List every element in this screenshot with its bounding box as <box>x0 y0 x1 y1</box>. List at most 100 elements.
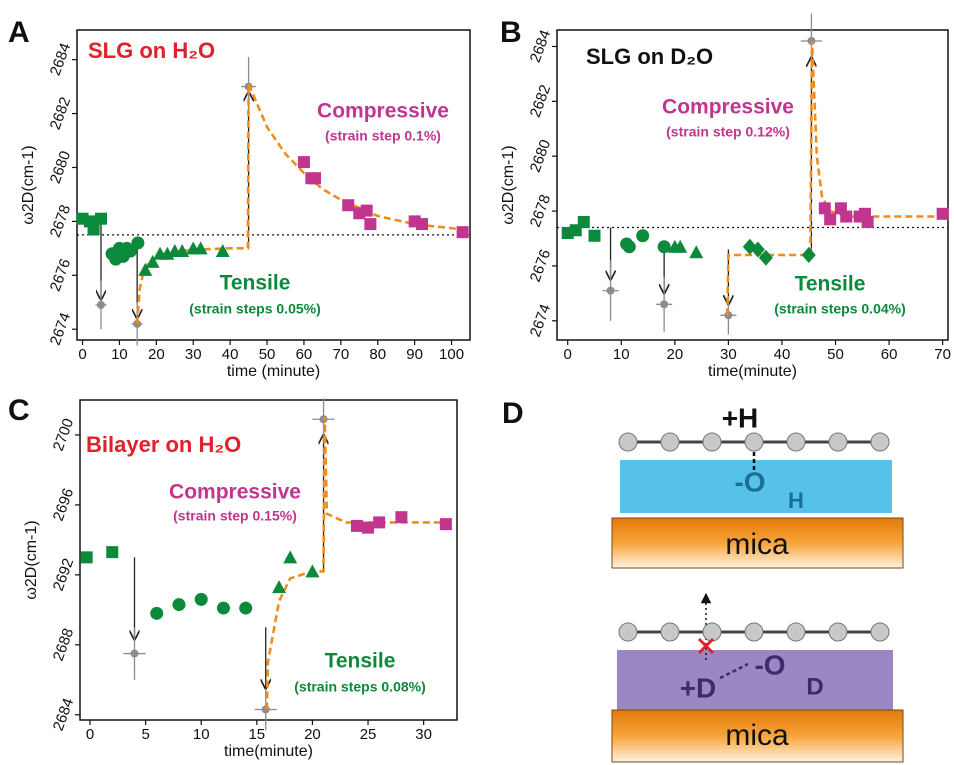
y-tick-label: 2692 <box>50 556 77 593</box>
marker-circle <box>172 598 186 612</box>
x-tick-label: 20 <box>666 346 683 363</box>
y-tick-label: 2688 <box>50 626 77 663</box>
x-tick-label: 20 <box>304 726 321 743</box>
graphene-atoms <box>618 622 890 642</box>
annotation: (strain step 0.12%) <box>666 124 790 140</box>
annotation: (strain steps 0.05%) <box>189 301 321 317</box>
substrate-label: mica <box>725 528 789 561</box>
marker-square <box>416 218 429 231</box>
x-tick-label: 15 <box>248 726 265 743</box>
d2o-layer <box>617 650 893 710</box>
annotation: Tensile <box>325 650 396 673</box>
x-tick-label: 40 <box>774 346 791 363</box>
y-tick-label: 2676 <box>47 257 74 294</box>
mica-layer <box>611 517 904 569</box>
y-tick-label: 2684 <box>527 28 554 65</box>
x-tick-label: 70 <box>934 346 951 363</box>
x-tick-label: 70 <box>333 346 350 363</box>
marker-square <box>297 156 310 169</box>
marker-square <box>360 204 373 217</box>
marker-square <box>80 551 93 564</box>
y-tick-label: 2678 <box>47 203 74 240</box>
panel-label: B <box>500 16 522 49</box>
chart-title: Bilayer on H₂O <box>86 432 241 457</box>
x-tick-label: 0 <box>78 346 86 363</box>
plot-frame <box>76 29 471 341</box>
error-point <box>96 300 105 309</box>
x-tick-label: 20 <box>148 346 165 363</box>
marker-square <box>106 546 119 559</box>
x-tick-label: 5 <box>141 726 149 743</box>
y-axis-label: ω2D(cm-1) <box>500 145 517 224</box>
marker-triangle <box>215 244 230 258</box>
panel-d: D mica +H -O H mica -O +D D <box>502 397 904 763</box>
ion-label: +H <box>722 402 759 433</box>
marker-square <box>818 202 831 215</box>
marker-triangle <box>689 245 704 259</box>
marker-square <box>309 172 322 185</box>
marker-square <box>342 199 355 212</box>
marker-diamond <box>750 241 765 258</box>
annotation: Tensile <box>795 273 866 296</box>
y-tick-label: 2684 <box>50 696 77 733</box>
y-tick-label: 2682 <box>527 83 554 120</box>
annotation: Tensile <box>220 272 291 295</box>
marker-square <box>577 216 590 229</box>
marker-circle <box>150 606 164 620</box>
marker-circle <box>216 601 230 615</box>
chart-panel: C 0 5 10 15 20 25 30 2684 2688 2692 2696 2700 time(mi… <box>8 394 458 760</box>
y-tick-label: 2674 <box>47 310 74 347</box>
marker-triangle <box>145 254 160 268</box>
x-tick-label: 25 <box>360 726 377 743</box>
marker-square <box>840 210 853 223</box>
x-axis-label: time(minute) <box>224 743 313 760</box>
marker-square <box>350 519 363 532</box>
cross-mark <box>697 637 715 655</box>
x-tick-label: 30 <box>415 726 432 743</box>
marker-square <box>456 226 469 239</box>
y-axis-label: ω2D(cm-1) <box>20 145 37 224</box>
mica-layer <box>611 709 904 763</box>
y-tick-label: 2684 <box>47 41 74 78</box>
marker-square <box>439 518 452 531</box>
oxygen-label: -O <box>734 466 765 497</box>
x-tick-label: 50 <box>827 346 844 363</box>
x-tick-label: 10 <box>613 346 630 363</box>
x-tick-label: 40 <box>222 346 239 363</box>
marker-triangle <box>673 239 688 253</box>
error-point <box>660 300 669 309</box>
y-tick-label: 2696 <box>50 486 77 523</box>
y-tick-label: 2676 <box>527 247 554 284</box>
deuterium-label: D <box>806 673 823 700</box>
x-tick-label: 90 <box>406 346 423 363</box>
marker-triangle <box>193 241 208 255</box>
marker-circle <box>131 236 145 250</box>
x-tick-label: 100 <box>439 346 464 363</box>
error-point <box>130 649 139 658</box>
x-tick-label: 0 <box>86 726 94 743</box>
x-tick-label: 10 <box>111 346 128 363</box>
marker-triangle <box>272 580 287 594</box>
graphene-atoms <box>618 432 890 452</box>
y-tick-label: 2682 <box>47 95 74 132</box>
marker-square <box>373 516 386 529</box>
marker-square <box>364 218 377 231</box>
x-tick-label: 0 <box>564 346 572 363</box>
marker-square <box>861 216 874 229</box>
marker-square <box>94 212 107 225</box>
annotation: Compressive <box>169 481 301 504</box>
marker-circle <box>636 229 650 243</box>
marker-square <box>824 213 837 226</box>
fit-curve <box>265 417 446 710</box>
x-tick-label: 80 <box>369 346 386 363</box>
x-tick-label: 10 <box>193 726 210 743</box>
x-tick-label: 50 <box>259 346 276 363</box>
plot-frame <box>79 399 458 721</box>
marker-square <box>588 229 601 242</box>
y-tick-label: 2680 <box>527 137 554 174</box>
annotation: Compressive <box>662 96 794 119</box>
y-tick-label: 2674 <box>527 302 554 339</box>
x-tick-label: 60 <box>296 346 313 363</box>
y-tick-label: 2700 <box>50 416 77 453</box>
y-axis-label: ω2D(cm-1) <box>23 520 40 599</box>
